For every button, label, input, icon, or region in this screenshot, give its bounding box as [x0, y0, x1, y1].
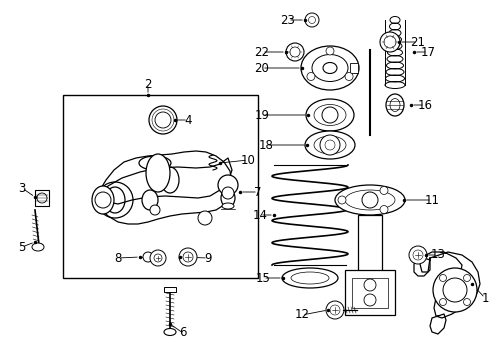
Ellipse shape — [142, 190, 158, 210]
Circle shape — [364, 294, 376, 306]
Ellipse shape — [306, 99, 354, 131]
Ellipse shape — [221, 189, 235, 207]
Circle shape — [143, 252, 153, 262]
Ellipse shape — [386, 94, 404, 116]
Text: 8: 8 — [114, 252, 122, 265]
Ellipse shape — [146, 154, 170, 192]
Circle shape — [307, 72, 315, 81]
Text: 11: 11 — [424, 194, 440, 207]
Ellipse shape — [32, 243, 44, 251]
Ellipse shape — [312, 54, 348, 81]
Polygon shape — [100, 158, 232, 204]
Circle shape — [440, 298, 446, 306]
Circle shape — [326, 301, 344, 319]
Text: 21: 21 — [411, 36, 425, 49]
Bar — [345, 270, 395, 315]
Text: 15: 15 — [256, 271, 270, 284]
Ellipse shape — [105, 187, 125, 213]
Text: 19: 19 — [254, 108, 270, 122]
Circle shape — [286, 43, 304, 61]
Circle shape — [95, 192, 111, 208]
Bar — [63, 95, 258, 278]
Text: 14: 14 — [252, 208, 268, 221]
Ellipse shape — [301, 46, 359, 90]
Text: 5: 5 — [18, 240, 25, 253]
Circle shape — [380, 206, 388, 213]
Text: 13: 13 — [431, 248, 445, 261]
Circle shape — [326, 47, 334, 55]
Text: 9: 9 — [204, 252, 212, 265]
Text: 17: 17 — [420, 45, 436, 59]
Circle shape — [464, 298, 470, 306]
Ellipse shape — [161, 167, 179, 193]
Circle shape — [150, 205, 160, 215]
Circle shape — [464, 274, 470, 282]
Polygon shape — [430, 314, 446, 334]
Circle shape — [222, 187, 234, 199]
Ellipse shape — [164, 328, 176, 336]
Bar — [35, 190, 49, 206]
Circle shape — [218, 175, 238, 195]
Circle shape — [149, 106, 177, 134]
Ellipse shape — [335, 185, 405, 215]
Ellipse shape — [92, 186, 114, 214]
Circle shape — [322, 107, 338, 123]
Bar — [352, 278, 388, 308]
Circle shape — [433, 268, 477, 312]
Circle shape — [179, 248, 197, 266]
Text: 16: 16 — [417, 99, 433, 112]
Circle shape — [345, 72, 353, 81]
Text: 18: 18 — [259, 139, 273, 152]
Circle shape — [380, 32, 400, 52]
Text: 23: 23 — [281, 14, 295, 27]
Text: 2: 2 — [144, 77, 152, 90]
Bar — [358, 215, 382, 305]
Circle shape — [338, 196, 346, 204]
Circle shape — [198, 211, 212, 225]
Text: 22: 22 — [254, 45, 270, 59]
Text: 3: 3 — [18, 181, 25, 194]
Ellipse shape — [282, 268, 338, 288]
Circle shape — [97, 182, 133, 218]
Circle shape — [409, 246, 427, 264]
Polygon shape — [95, 151, 232, 224]
Polygon shape — [420, 252, 480, 318]
Text: 1: 1 — [481, 292, 489, 305]
Ellipse shape — [323, 63, 337, 73]
Text: 7: 7 — [254, 185, 262, 198]
Ellipse shape — [305, 131, 355, 159]
Polygon shape — [414, 258, 430, 276]
Bar — [150, 253, 157, 261]
Text: 4: 4 — [184, 113, 192, 126]
Circle shape — [440, 274, 446, 282]
Circle shape — [380, 186, 388, 194]
Bar — [164, 287, 176, 292]
Circle shape — [150, 250, 166, 266]
Circle shape — [320, 135, 340, 155]
Circle shape — [362, 192, 378, 208]
Circle shape — [364, 279, 376, 291]
Ellipse shape — [139, 156, 171, 170]
Text: 12: 12 — [294, 309, 310, 321]
Ellipse shape — [222, 203, 234, 209]
Text: 6: 6 — [179, 327, 187, 339]
Text: 20: 20 — [255, 62, 270, 75]
Circle shape — [305, 13, 319, 27]
Bar — [350, 63, 358, 73]
Text: 10: 10 — [241, 153, 255, 166]
